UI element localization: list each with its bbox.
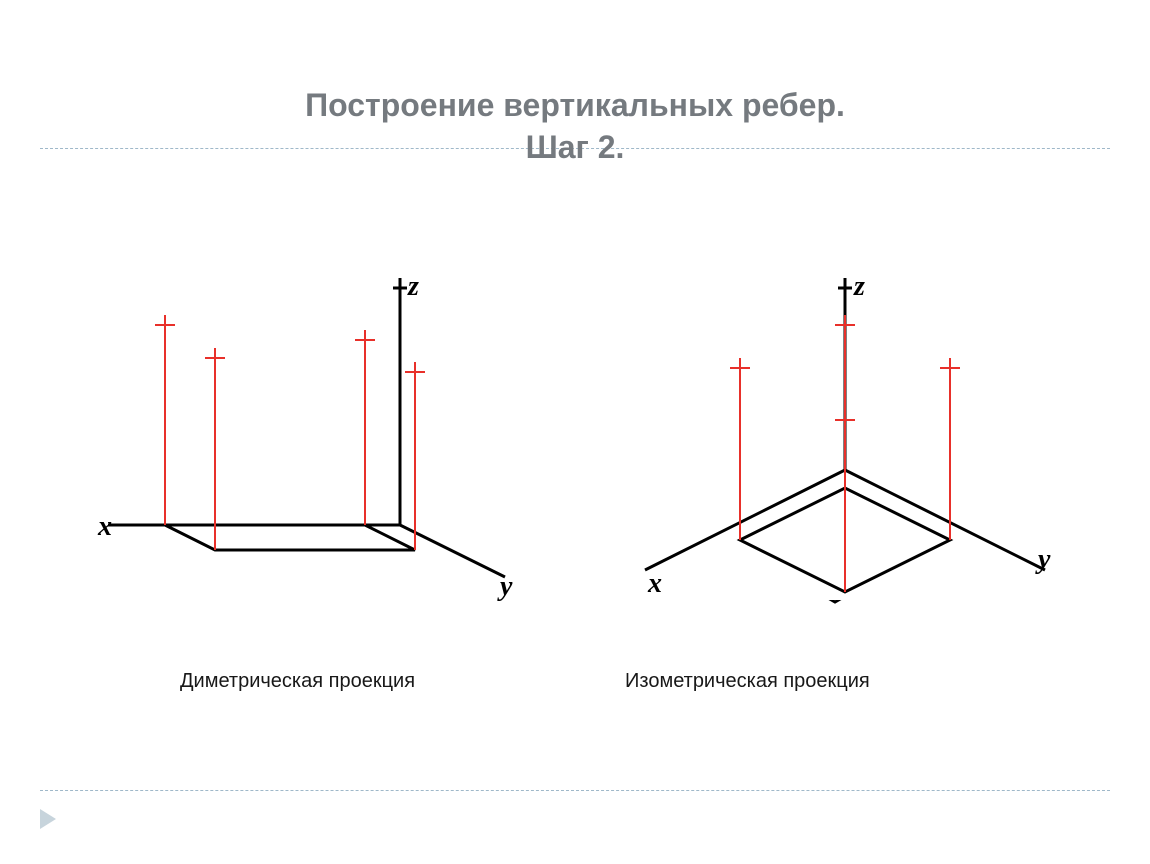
divider-bottom	[40, 790, 1110, 791]
z-label: z	[853, 271, 865, 302]
caption-isometric: Изометрическая проекция	[625, 670, 870, 693]
title-line-1: Построение вертикальных ребер.	[305, 87, 845, 123]
y-label: y	[497, 571, 513, 602]
x-label: x	[97, 511, 112, 542]
page-title: Построение вертикальных ребер. Шаг 2.	[0, 85, 1150, 168]
z-label: z	[407, 271, 419, 302]
caption-dimetric: Диметрическая проекция	[180, 670, 415, 693]
diagram-dimetric: x y z	[100, 270, 520, 600]
slide-arrow-icon	[40, 809, 56, 829]
y-label: y	[1035, 544, 1051, 575]
x-label: x	[647, 568, 662, 599]
title-line-2: Шаг 2.	[526, 129, 625, 165]
slide: Построение вертикальных ребер. Шаг 2.	[0, 0, 1150, 864]
diagram-isometric: x y z	[610, 270, 1080, 600]
